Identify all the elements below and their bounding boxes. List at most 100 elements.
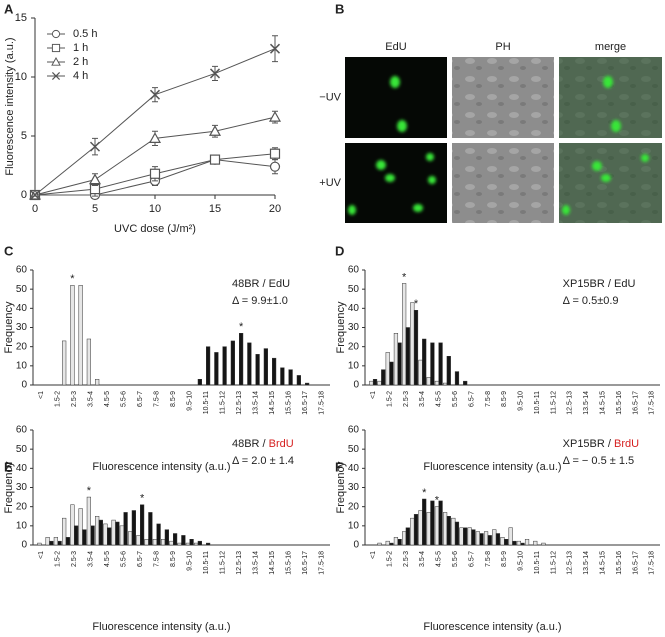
micrographs xyxy=(345,57,662,223)
x-tick-label: 14.5-15 xyxy=(269,391,276,415)
merge-tint xyxy=(559,57,662,138)
bar xyxy=(438,342,443,386)
bar xyxy=(512,540,517,546)
title-part: BrdU xyxy=(614,438,639,450)
bar xyxy=(389,542,394,546)
bar xyxy=(152,539,158,546)
bar xyxy=(169,540,174,546)
bar xyxy=(418,359,423,386)
x-tick-label: 6.5-7 xyxy=(137,551,144,567)
x-axis-label: Fluorescence intensity (a.u.) xyxy=(92,621,230,633)
x-axis-label: Fluorescence intensity (a.u.) xyxy=(423,621,561,633)
panel-title: XP15BR / EdU xyxy=(563,278,636,290)
x-tick-label: 11.5-12 xyxy=(550,551,557,574)
nuclei xyxy=(348,76,649,215)
ph-image xyxy=(452,57,554,138)
x-tick-label: 14.5-15 xyxy=(599,551,606,575)
bar xyxy=(140,504,145,546)
y-axis-label: Frequency xyxy=(3,461,15,513)
legend-marker xyxy=(51,57,61,66)
bar xyxy=(454,521,460,546)
y-tick-label: 40 xyxy=(16,463,28,474)
panel-subtitle: Δ = 9.9±1.0 xyxy=(232,295,288,307)
bar xyxy=(402,531,407,546)
marker xyxy=(149,168,161,179)
bar xyxy=(413,514,419,546)
annotation: * xyxy=(87,485,92,497)
x-tick-label: <1 xyxy=(38,551,45,559)
panel-title: 48BR / EdU xyxy=(232,278,290,290)
y-axis-label: Frequency xyxy=(335,461,347,513)
x-tick-label: 13.5-14 xyxy=(253,551,260,575)
y-tick-label: 60 xyxy=(348,425,360,436)
bar xyxy=(410,517,415,546)
bar xyxy=(222,346,227,386)
bar xyxy=(62,517,67,546)
bar xyxy=(405,527,410,546)
title-part: 48BR / EdU xyxy=(232,278,290,290)
bar xyxy=(479,533,484,546)
bar xyxy=(385,540,390,546)
annotation: * xyxy=(435,495,440,507)
bar xyxy=(103,523,108,546)
x-tick-label: 12.5-13 xyxy=(567,551,574,575)
x-tick-label: 10.5-11 xyxy=(534,551,541,574)
y-tick-label: 50 xyxy=(348,284,360,295)
bar xyxy=(385,352,390,386)
bar xyxy=(422,498,427,546)
x-tick-label: 14.5-15 xyxy=(599,391,606,415)
x-axis-label: UVC dose (J/m²) xyxy=(114,223,196,235)
x-tick-label: 17.5-18 xyxy=(319,391,326,415)
bar xyxy=(194,542,199,546)
bar xyxy=(422,338,427,386)
bar xyxy=(516,540,521,546)
bar xyxy=(123,512,128,546)
bar xyxy=(280,367,285,386)
bar xyxy=(430,342,435,386)
bar xyxy=(86,496,91,546)
x-tick-label: 13.5-14 xyxy=(583,391,590,415)
bar xyxy=(381,369,386,386)
y-tick-label: 0 xyxy=(21,540,27,551)
marker xyxy=(29,189,41,201)
marker xyxy=(208,125,222,136)
annotation: * xyxy=(239,321,244,333)
bar xyxy=(426,512,431,546)
y-axis-label: Frequency xyxy=(3,301,15,353)
bar xyxy=(107,527,112,546)
bar xyxy=(483,531,489,546)
x-tick-label: 11.5-12 xyxy=(220,391,227,414)
bar xyxy=(446,356,451,386)
x-tick-label: 5.5-6 xyxy=(121,551,128,567)
x-tick-label: 4.5-5 xyxy=(436,551,443,567)
bar xyxy=(393,333,399,386)
edu-image xyxy=(345,57,447,138)
x-tick-label: 3.5-4 xyxy=(419,551,426,567)
annotation: * xyxy=(414,298,419,310)
x-tick-label: 12.5-13 xyxy=(236,551,243,575)
bar xyxy=(533,540,538,546)
x-tick-label: 16.5-17 xyxy=(302,391,309,415)
bar xyxy=(49,540,54,546)
y-tick-label: 0 xyxy=(353,540,359,551)
y-tick-label: 20 xyxy=(16,341,28,352)
y-tick-label: 30 xyxy=(348,322,360,333)
x-tick-label: 2.5-3 xyxy=(71,551,78,567)
marker xyxy=(209,154,221,165)
annotation: * xyxy=(70,273,75,285)
panel-subtitle: Δ = 0.5±0.9 xyxy=(563,295,619,307)
marker xyxy=(269,161,281,172)
bar xyxy=(434,380,439,386)
x-tick-label: 4.5-5 xyxy=(104,391,111,407)
x-tick-label: 11.5-12 xyxy=(550,391,557,414)
bar xyxy=(487,535,492,546)
bar xyxy=(70,285,75,386)
bar xyxy=(430,500,435,546)
panel-label: A xyxy=(4,1,14,16)
bar xyxy=(288,369,293,386)
bar xyxy=(197,379,202,386)
y-tick-label: 5 xyxy=(21,130,27,142)
bar xyxy=(504,539,509,546)
y-tick-label: 40 xyxy=(16,303,28,314)
x-tick-label: <1 xyxy=(38,391,45,399)
